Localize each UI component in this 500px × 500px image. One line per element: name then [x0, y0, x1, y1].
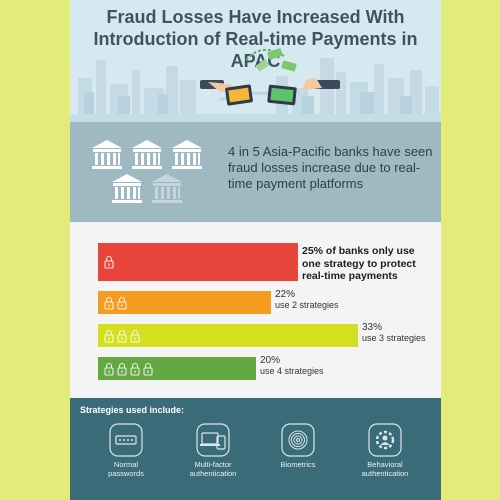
strategy-multi-factor: Multi-factor authentication	[173, 423, 253, 478]
payment-hands-illustration	[200, 48, 340, 106]
padlock-icon	[117, 362, 127, 376]
bar-label: 20% use 4 strategies	[260, 355, 324, 377]
strategy-label-line-1: Biometrics	[280, 460, 316, 469]
padlock-icon	[130, 362, 140, 376]
padlock-icon	[104, 255, 114, 269]
strategies-title: Strategies used include:	[80, 405, 185, 415]
strategy-bar	[98, 243, 298, 281]
strategy-behavioral: Behavioral authentication	[345, 423, 425, 478]
padlock-icon	[104, 362, 114, 376]
bar-label: 33% use 3 strategies	[362, 322, 426, 344]
bar-text: use 4 strategies	[260, 366, 324, 376]
page-title: Fraud Losses Have Increased With Introdu…	[70, 6, 441, 72]
flying-money-icon	[245, 48, 297, 72]
bar-text: 25% of banks only use one strategy to pr…	[302, 245, 416, 282]
bar-percentage: 22%	[275, 289, 296, 300]
strategy-label-line-2: passwords	[108, 469, 144, 478]
lock-icons	[104, 357, 153, 380]
padlock-icon	[130, 329, 140, 343]
left-hand-phone-icon	[200, 80, 253, 106]
strategy-biometrics: Biometrics	[258, 423, 338, 469]
lock-icons	[104, 291, 127, 314]
banner-statistic-text: 4 in 5 Asia-Pacific banks have seen frau…	[228, 144, 433, 191]
bar-text: use 3 strategies	[362, 333, 426, 343]
strategy-label-line-2: authentication	[361, 469, 409, 478]
gear-person-icon	[368, 423, 402, 457]
bar-text: use 2 strategies	[275, 300, 339, 310]
bank-building-icon	[92, 140, 122, 169]
bank-buildings-illustration	[92, 140, 202, 203]
strategy-bar	[98, 357, 256, 380]
bar-label: 22% use 2 strategies	[275, 289, 339, 311]
strategy-bar	[98, 324, 358, 347]
padlock-icon	[104, 329, 114, 343]
title-line-2: Introduction of Real-time Payments in AP…	[93, 29, 418, 71]
bar-label: 25% of banks only use one strategy to pr…	[302, 245, 435, 283]
bar-percentage: 20%	[260, 355, 281, 366]
lock-icons	[104, 243, 114, 281]
padlock-icon	[117, 329, 127, 343]
fingerprint-icon	[281, 423, 315, 457]
strategy-bar	[98, 291, 271, 314]
padlock-icon	[143, 362, 153, 376]
password-field-icon	[109, 423, 143, 457]
strategy-label-line-2: authentication	[189, 469, 237, 478]
strategies-section: Strategies used include: Normal password…	[70, 398, 441, 500]
bank-building-icon	[112, 174, 142, 203]
lock-icons	[104, 324, 140, 347]
multi-factor-devices-icon	[196, 423, 230, 457]
strategy-label-line-1: Normal	[113, 460, 139, 469]
strategy-label-line-1: Behavioral	[367, 460, 403, 469]
bar-percentage: 33%	[362, 322, 383, 333]
bank-building-faded-icon	[152, 174, 182, 203]
banks-banner: 4 in 5 Asia-Pacific banks have seen frau…	[70, 122, 441, 222]
bank-building-icon	[172, 140, 202, 169]
infographic-card: Fraud Losses Have Increased With Introdu…	[70, 0, 441, 500]
bank-building-icon	[132, 140, 162, 169]
strategy-bars: 25% of banks only use one strategy to pr…	[70, 222, 441, 398]
strategy-label-line-1: Multi-factor	[194, 460, 232, 469]
padlock-icon	[117, 296, 127, 310]
padlock-icon	[104, 296, 114, 310]
hero-section: Fraud Losses Have Increased With Introdu…	[70, 0, 441, 122]
title-line-1: Fraud Losses Have Increased With	[106, 7, 405, 27]
right-hand-phone-icon	[267, 78, 340, 106]
strategy-normal-passwords: Normal passwords	[86, 423, 166, 478]
